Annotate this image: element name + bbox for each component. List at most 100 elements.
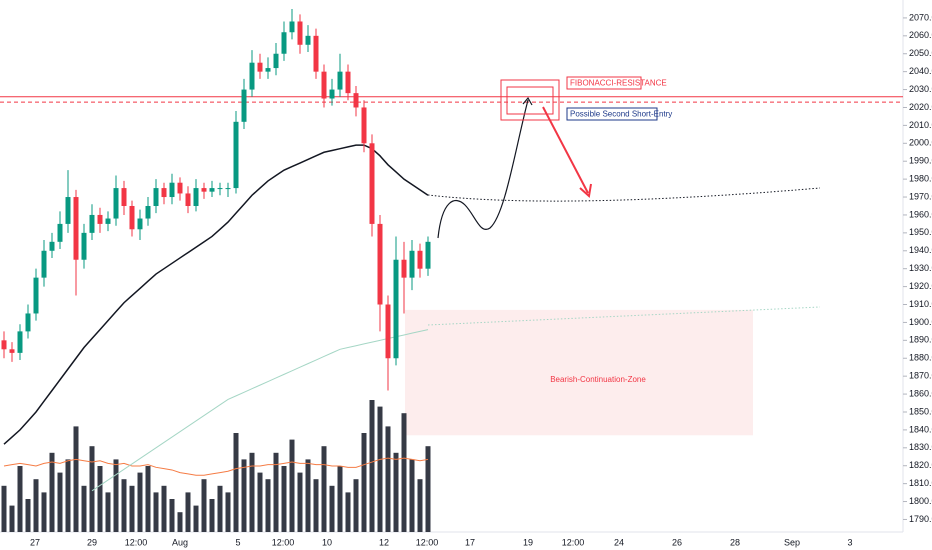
candle-body <box>289 21 295 33</box>
candle-body <box>393 259 399 359</box>
volume-bar <box>121 479 127 532</box>
candle-body <box>65 197 71 224</box>
ma-green-projection <box>427 306 821 326</box>
volume-bar <box>153 492 159 532</box>
candle-body <box>113 188 119 219</box>
x-tick-label: Aug <box>172 537 188 547</box>
y-tick-label: 1850.00 <box>909 406 932 416</box>
y-tick-label: 1940.00 <box>909 245 932 255</box>
x-tick-label: Sep <box>784 537 800 547</box>
candle-body <box>121 188 127 206</box>
candle-body <box>401 259 407 278</box>
volume-bar <box>329 485 335 532</box>
y-tick-label: 1920.00 <box>909 281 932 291</box>
volume-bar <box>345 492 351 532</box>
volume-bar <box>369 400 375 532</box>
volume-bar <box>33 479 39 532</box>
volume-bar <box>337 466 343 532</box>
y-tick-label: 2010.00 <box>909 120 932 130</box>
candle-body <box>105 218 111 224</box>
y-tick-label: 1820.00 <box>909 460 932 470</box>
candle-body <box>185 193 191 206</box>
candle-body <box>337 71 343 90</box>
ma-projection <box>427 187 821 202</box>
fib-box-inner <box>506 86 554 115</box>
x-tick-label: 10 <box>322 537 332 547</box>
volume-bar <box>81 485 87 532</box>
ma-green <box>91 329 429 492</box>
candle-body <box>241 89 247 122</box>
x-tick-label: 26 <box>672 537 682 547</box>
x-tick-label: 3 <box>847 537 852 547</box>
volume-bar <box>201 479 207 532</box>
volume-bar <box>169 499 175 532</box>
y-tick-label: 2030.00 <box>909 84 932 94</box>
candle-body <box>369 143 375 224</box>
volume-bar <box>97 466 103 532</box>
candle-body <box>297 21 303 45</box>
y-tick-label: 1810.00 <box>909 478 932 488</box>
x-tick-label: 28 <box>730 537 740 547</box>
candle-body <box>153 188 159 206</box>
y-tick-label: 1990.00 <box>909 156 932 166</box>
y-tick-label: 1930.00 <box>909 263 932 273</box>
volume-bar <box>89 446 95 532</box>
candle-body <box>257 62 263 72</box>
y-tick-label: 1900.00 <box>909 317 932 327</box>
candle-body <box>9 349 15 353</box>
candle-body <box>361 107 367 144</box>
candle-body <box>177 182 183 194</box>
y-tick-label: 1970.00 <box>909 191 932 201</box>
candle-body <box>273 53 279 69</box>
volume-bar <box>217 485 223 532</box>
projection-arrowhead <box>522 96 533 106</box>
candle-body <box>409 250 415 278</box>
volume-bar <box>193 505 199 532</box>
volume-bar <box>129 485 135 532</box>
x-tick-label: 17 <box>465 537 475 547</box>
candle-body <box>33 277 39 314</box>
candle-body <box>425 241 431 269</box>
candle-body <box>145 205 151 219</box>
volume-bar <box>265 479 271 532</box>
y-tick-label: 1800.00 <box>909 496 932 506</box>
y-tick-label: 1830.00 <box>909 442 932 452</box>
volume-bar <box>241 459 247 532</box>
candle-body <box>321 71 327 99</box>
volume-bar <box>377 406 383 532</box>
volume-bar <box>41 492 47 532</box>
label-box <box>566 107 658 121</box>
fib-box-outer <box>500 79 560 121</box>
candle-body <box>193 188 199 206</box>
label-box <box>566 76 642 90</box>
candle-body <box>25 313 31 332</box>
volume-bar <box>361 433 367 532</box>
volume-bar <box>281 466 287 532</box>
volume-bar <box>353 479 359 532</box>
candle-body <box>81 232 87 260</box>
volume-bar <box>409 459 415 532</box>
volume-bar <box>137 472 143 532</box>
volume-bar <box>177 512 183 532</box>
candle-body <box>49 241 55 251</box>
x-tick-label: 24 <box>614 537 624 547</box>
volume-bar <box>161 485 167 532</box>
x-tick-label: 12 <box>379 537 389 547</box>
candle-body <box>281 32 287 54</box>
candle-body <box>201 188 207 192</box>
candle-body <box>265 68 271 72</box>
volume-bar <box>393 452 399 532</box>
candle-body <box>17 331 23 353</box>
annotation: FIBONACCI-RESISTANCE <box>570 79 667 88</box>
short-arrowhead <box>579 183 592 198</box>
y-tick-label: 1790.00 <box>909 514 932 524</box>
x-tick-label: 5 <box>235 537 240 547</box>
volume-bar <box>185 492 191 532</box>
volume-bar <box>209 499 215 532</box>
y-tick-label: 2060.00 <box>909 30 932 40</box>
y-tick-label: 2040.00 <box>909 66 932 76</box>
candle-body <box>137 218 143 230</box>
candle-body <box>385 304 391 359</box>
x-tick-label: 27 <box>30 537 40 547</box>
